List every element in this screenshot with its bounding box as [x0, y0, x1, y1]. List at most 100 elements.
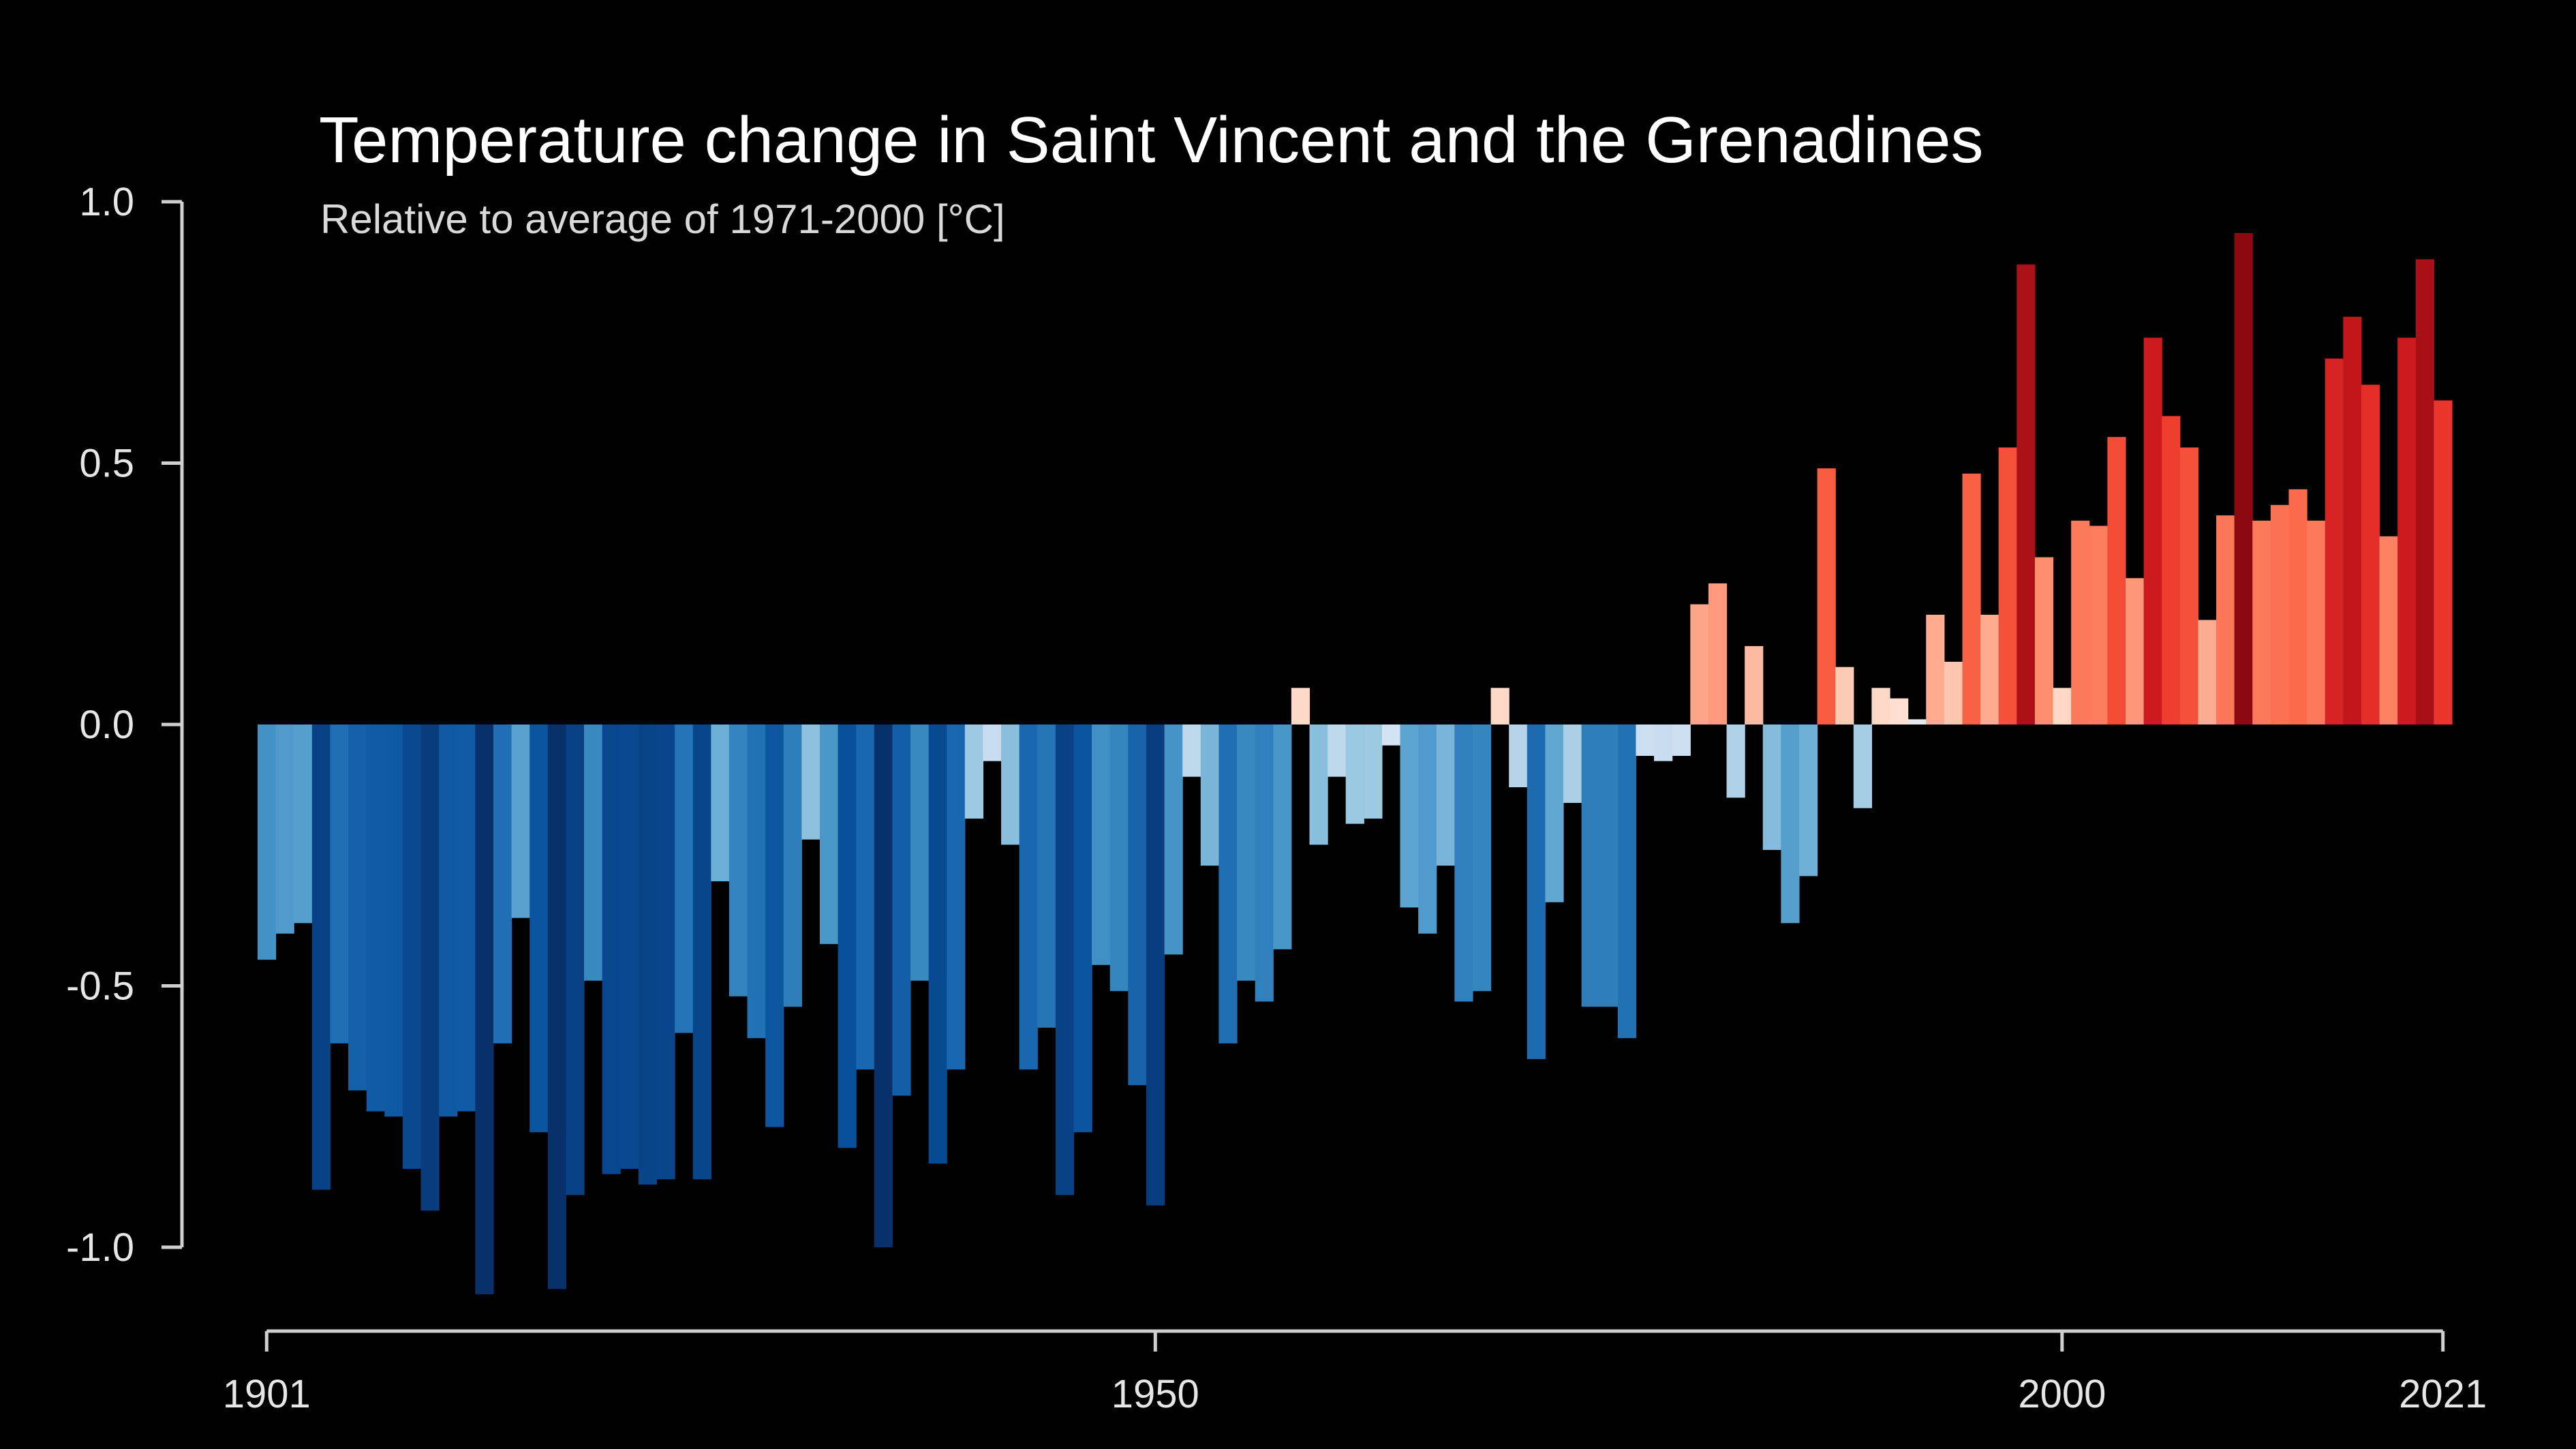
bar-1946 — [1073, 724, 1092, 1133]
bar-1997 — [1998, 447, 2017, 724]
bar-1998 — [2017, 264, 2036, 724]
y-tick-label: -0.5 — [66, 964, 134, 1009]
bar-1923 — [656, 724, 675, 1180]
bar-1917 — [547, 724, 566, 1290]
bar-1934 — [856, 724, 875, 1070]
bar-2010 — [2234, 233, 2253, 724]
bar-1993 — [1926, 614, 1945, 724]
bar-1974 — [1581, 724, 1600, 1007]
bar-1936 — [892, 724, 911, 1096]
bar-2018 — [2379, 536, 2398, 724]
bar-1962 — [1364, 724, 1383, 819]
bar-1984 — [1762, 724, 1781, 851]
bar-1933 — [838, 724, 857, 1148]
bar-1982 — [1726, 724, 1745, 798]
bar-1907 — [366, 724, 385, 1112]
bar-2001 — [2071, 520, 2090, 724]
bar-1945 — [1055, 724, 1075, 1195]
x-tick-label: 1901 — [223, 1372, 311, 1416]
bar-1979 — [1672, 724, 1691, 757]
bar-1985 — [1781, 724, 1800, 924]
bar-1910 — [420, 724, 440, 1211]
bar-1941 — [983, 724, 1002, 761]
bar-1963 — [1381, 724, 1401, 746]
bar-1973 — [1563, 724, 1582, 804]
bar-1918 — [566, 724, 585, 1195]
bar-2017 — [2361, 384, 2380, 724]
bar-1919 — [584, 724, 603, 981]
bar-1992 — [1907, 719, 1927, 724]
bar-1943 — [1019, 724, 1038, 1070]
bar-1948 — [1109, 724, 1129, 992]
bar-1956 — [1255, 724, 1274, 1002]
bar-1911 — [439, 724, 458, 1117]
x-tick-label: 2000 — [2018, 1372, 2106, 1416]
bar-1995 — [1962, 473, 1981, 724]
bar-2011 — [2252, 520, 2271, 724]
bar-2007 — [2179, 447, 2199, 724]
bar-1990 — [1871, 688, 1890, 724]
bar-1938 — [928, 724, 947, 1164]
bar-1996 — [1980, 614, 1999, 724]
bar-1901 — [258, 724, 277, 960]
y-axis: 1.0 0.5 0.0 -0.5 -1.0 — [66, 180, 184, 1270]
bar-2020 — [2415, 259, 2434, 724]
bar-1928 — [747, 724, 766, 1039]
bar-1981 — [1708, 583, 1728, 724]
y-tick-label: 1.0 — [79, 180, 134, 224]
bar-1980 — [1690, 604, 1709, 724]
bar-1986 — [1798, 724, 1818, 876]
x-axis: 1901 1950 2000 2021 — [223, 1329, 2487, 1416]
bar-1940 — [964, 724, 984, 819]
bar-1920 — [602, 724, 621, 1174]
bar-1951 — [1164, 724, 1183, 955]
bar-1921 — [620, 724, 639, 1169]
y-tick-label: -1.0 — [66, 1225, 134, 1270]
bar-1925 — [692, 724, 711, 1180]
bar-1983 — [1745, 645, 1764, 724]
bar-2021 — [2434, 400, 2453, 724]
bar-1988 — [1835, 667, 1854, 724]
bar-1960 — [1328, 724, 1347, 777]
bar-2013 — [2288, 489, 2307, 724]
bar-1991 — [1890, 698, 1909, 724]
bar-2009 — [2216, 515, 2235, 724]
bar-1931 — [801, 724, 821, 840]
bar-1912 — [457, 724, 476, 1112]
bar-2015 — [2325, 359, 2344, 724]
x-tick-label: 1950 — [1111, 1372, 1199, 1416]
bar-1902 — [275, 724, 294, 934]
bar-1957 — [1273, 724, 1292, 949]
bar-1932 — [819, 724, 839, 945]
bar-1972 — [1545, 724, 1564, 902]
bar-1965 — [1418, 724, 1437, 934]
bar-2012 — [2270, 504, 2290, 724]
chart-subtitle: Relative to average of 1971-2000 [°C] — [320, 196, 1005, 242]
bar-1935 — [874, 724, 893, 1247]
bar-2002 — [2089, 525, 2108, 724]
bar-2003 — [2107, 437, 2126, 724]
bar-1958 — [1291, 688, 1310, 724]
bar-1906 — [348, 724, 367, 1090]
bar-2008 — [2198, 620, 2217, 724]
bar-1961 — [1345, 724, 1364, 824]
bars — [258, 233, 2453, 1295]
bar-2016 — [2343, 316, 2362, 724]
bar-1969 — [1490, 688, 1509, 724]
bar-1939 — [947, 724, 966, 1070]
bar-1966 — [1436, 724, 1455, 866]
bar-1989 — [1853, 724, 1873, 808]
bar-1999 — [2034, 557, 2054, 724]
bar-1950 — [1146, 724, 1165, 1206]
bar-1929 — [765, 724, 784, 1127]
bar-2004 — [2125, 578, 2145, 724]
bar-1970 — [1509, 724, 1528, 788]
bar-1905 — [330, 724, 349, 1043]
bar-1971 — [1527, 724, 1546, 1059]
bar-1968 — [1472, 724, 1492, 992]
bar-1976 — [1617, 724, 1637, 1039]
bar-1967 — [1454, 724, 1473, 1002]
bar-2005 — [2143, 337, 2162, 724]
bar-1916 — [530, 724, 549, 1133]
